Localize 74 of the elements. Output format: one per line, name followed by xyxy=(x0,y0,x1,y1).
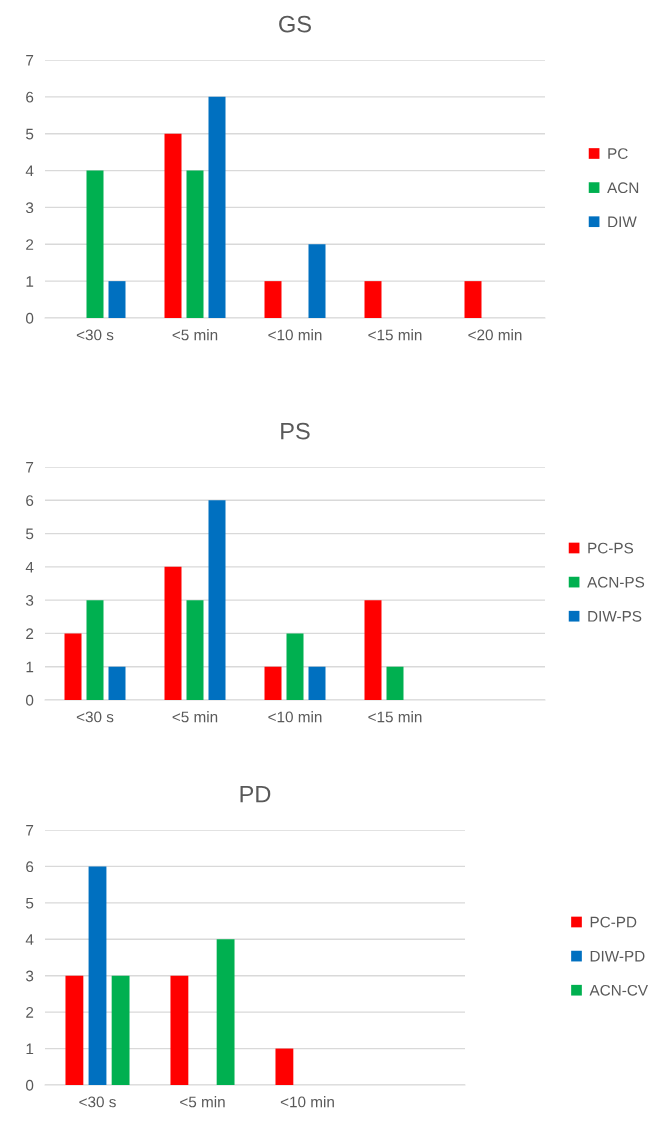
y-tick-label: 3 xyxy=(25,970,34,982)
bar xyxy=(275,1048,294,1085)
bar xyxy=(286,633,304,700)
y-tick-label: 6 xyxy=(26,495,34,506)
x-tick-label: <10 min xyxy=(268,329,322,341)
bar xyxy=(86,600,104,700)
bar xyxy=(264,281,282,318)
x-tick-label: <30 s xyxy=(76,711,114,723)
bar xyxy=(308,244,326,318)
bar xyxy=(364,600,382,700)
y-tick-label: 5 xyxy=(26,528,34,540)
x-tick-label: <5 min xyxy=(172,329,218,341)
bar xyxy=(216,939,235,1085)
legend-label: ACN-PS xyxy=(587,576,645,588)
y-tick-label: 2 xyxy=(26,1007,34,1018)
bar xyxy=(308,666,326,700)
x-tick-label: <10 min xyxy=(268,711,322,723)
y-tick-label: 1 xyxy=(26,1043,34,1055)
bar xyxy=(386,666,404,700)
y-tick-label: 0 xyxy=(25,1079,34,1091)
bar xyxy=(208,500,226,700)
legend-label: PC xyxy=(608,148,628,159)
chart-title: GS xyxy=(279,15,311,33)
x-tick-label: <30 s xyxy=(76,329,114,341)
legend-label: DIW-PD xyxy=(590,950,645,962)
bar xyxy=(464,281,482,318)
legend-label: DIW xyxy=(608,216,637,228)
bar xyxy=(64,633,82,700)
bar xyxy=(65,975,84,1085)
legend-label: ACN xyxy=(607,182,639,194)
bar xyxy=(364,281,382,318)
chart-title: PS xyxy=(281,422,310,440)
x-tick-label: <30 s xyxy=(79,1096,116,1108)
y-tick-label: 7 xyxy=(26,825,34,836)
x-tick-label: <5 min xyxy=(180,1096,225,1108)
y-tick-label: 6 xyxy=(26,861,34,873)
y-tick-label: 5 xyxy=(26,897,34,909)
x-tick-label: <15 min xyxy=(368,329,422,341)
y-tick-label: 1 xyxy=(26,661,34,673)
y-tick-label: 4 xyxy=(25,165,34,177)
y-tick-label: 4 xyxy=(25,934,34,945)
bar xyxy=(111,975,130,1085)
x-tick-label: <10 min xyxy=(280,1096,334,1108)
y-tick-label: 7 xyxy=(26,55,34,66)
bar xyxy=(264,666,282,700)
legend-label: DIW-PS xyxy=(588,610,642,622)
bar xyxy=(108,281,126,318)
bar xyxy=(170,975,189,1085)
x-tick-label: <20 min xyxy=(468,329,522,341)
legend-label: ACN-CV xyxy=(589,984,648,996)
y-tick-label: 2 xyxy=(26,628,34,639)
y-tick-label: 0 xyxy=(25,694,34,706)
y-tick-label: 4 xyxy=(25,561,34,573)
chart-title: PD xyxy=(240,785,271,803)
y-tick-label: 7 xyxy=(26,462,34,473)
y-tick-label: 3 xyxy=(25,202,34,214)
y-tick-label: 3 xyxy=(25,595,34,606)
y-tick-label: 5 xyxy=(26,128,34,140)
bar xyxy=(208,96,226,318)
legend-label: PC-PD xyxy=(590,916,637,928)
bar xyxy=(186,600,204,700)
x-tick-label: <15 min xyxy=(368,711,422,723)
legend-label: PC-PS xyxy=(588,542,634,554)
x-tick-label: <5 min xyxy=(172,711,218,723)
bar xyxy=(186,170,204,318)
bar xyxy=(164,566,182,700)
bar xyxy=(88,866,107,1085)
bar xyxy=(164,133,182,318)
y-tick-label: 6 xyxy=(26,91,34,103)
y-tick-label: 0 xyxy=(25,312,34,324)
y-tick-label: 2 xyxy=(26,239,34,250)
bar xyxy=(108,666,126,700)
y-tick-label: 1 xyxy=(26,276,34,287)
bar xyxy=(86,170,104,318)
